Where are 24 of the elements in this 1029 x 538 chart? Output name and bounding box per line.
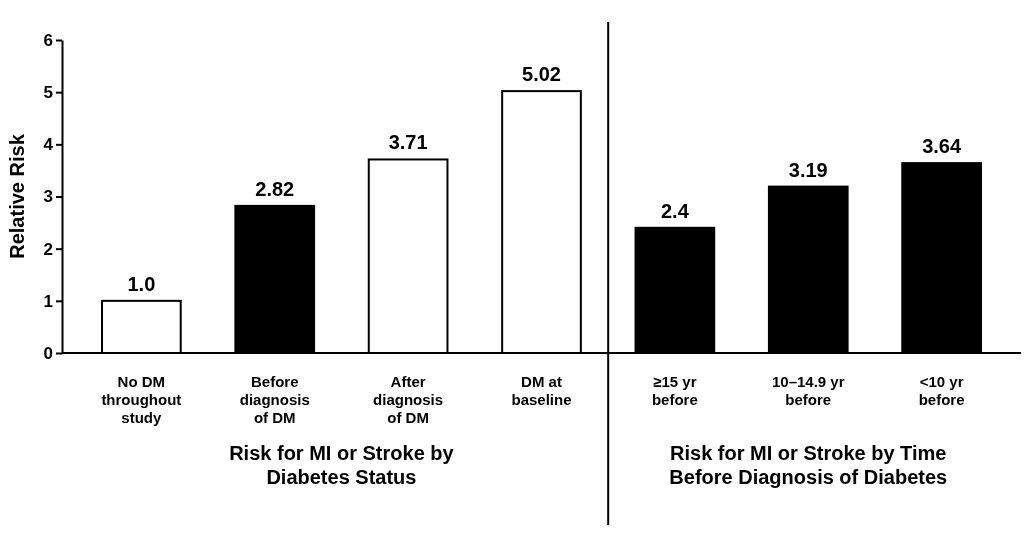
y-tick-label: 3 <box>43 187 53 207</box>
y-tick-label: 6 <box>43 30 53 50</box>
y-tick-label: 5 <box>43 83 53 103</box>
data-label: 2.82 <box>255 177 295 200</box>
data-label: 3.64 <box>922 135 962 158</box>
data-label: 3.71 <box>388 131 428 154</box>
y-tick-label: 0 <box>43 343 53 363</box>
data-label: 2.4 <box>660 199 690 222</box>
x-tick-label: DM at baseline <box>511 373 572 408</box>
data-label: 3.19 <box>788 158 828 181</box>
x-tick-label: After diagnosis of DM <box>373 373 444 426</box>
x-tick-label: 10–14.9 yr before <box>771 373 845 408</box>
y-tick-label: 1 <box>43 291 53 311</box>
y-axis-title: Relative Risk <box>6 133 28 259</box>
text: Risk for MI or Stroke by Time Before Diagnosis of Diabetes <box>669 442 948 488</box>
text: Risk for MI or Stroke by Diabetes Status <box>229 442 455 488</box>
y-tick-label: 2 <box>43 239 53 259</box>
data-label: 5.02 <box>522 63 561 86</box>
x-tick-label: ≥15 yr before <box>651 373 698 408</box>
y-tick-label: 4 <box>43 135 54 155</box>
x-tick-label: <10 yr before <box>918 373 965 408</box>
data-label: 1.0 <box>127 272 156 295</box>
x-tick-label: Before diagnosis of DM <box>239 373 310 426</box>
x-tick-label: No DM throughout study <box>101 373 182 426</box>
